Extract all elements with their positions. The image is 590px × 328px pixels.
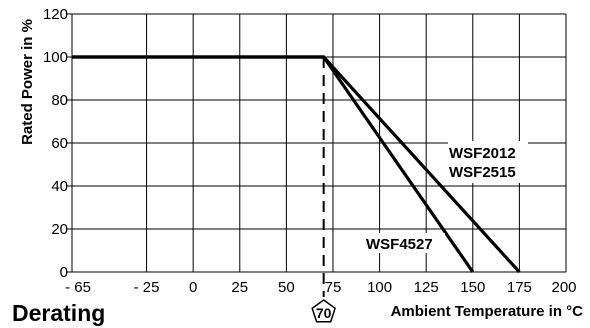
series-label: WSF2515 — [449, 164, 516, 181]
marker-label: 70 — [316, 305, 332, 321]
x-tick-label: 150 — [460, 279, 485, 296]
tick-labels: 0 20 40 60 80 100 120 - 65 - 25 0 25 50 75 100 125 150 1… — [43, 6, 577, 296]
y-tick-label: 20 — [51, 221, 68, 238]
chart-title: Derating — [12, 300, 105, 326]
x-axis-label: Ambient Temperature in °C — [391, 303, 584, 320]
y-tick-label: 0 — [60, 264, 68, 281]
x-tick-label: 0 — [189, 279, 197, 296]
series-label-background — [448, 141, 528, 183]
marker-pentagon — [311, 299, 336, 323]
y-tick-label: 40 — [51, 178, 68, 195]
series-labels: WSF2012 WSF2515 WSF4527 — [365, 141, 528, 253]
y-tick-label: 80 — [51, 92, 68, 109]
temperature-marker: 70 — [311, 57, 336, 323]
x-tick-label: - 25 — [134, 279, 160, 296]
series-label-background — [365, 233, 445, 253]
y-tick-label: 120 — [43, 6, 68, 23]
x-tick-label: 100 — [367, 279, 392, 296]
y-tick-label: 60 — [51, 135, 68, 152]
y-tick-label: 100 — [43, 49, 68, 66]
x-tick-label: 25 — [231, 279, 248, 296]
x-tick-label: 125 — [414, 279, 439, 296]
series-label: WSF4527 — [366, 236, 433, 253]
x-tick-label: 50 — [278, 279, 295, 296]
x-tick-label: 75 — [325, 279, 342, 296]
x-tick-label: 175 — [507, 279, 532, 296]
series-label: WSF2012 — [449, 145, 516, 162]
x-tick-label: 200 — [551, 279, 576, 296]
y-axis-label: Rated Power in % — [19, 19, 36, 145]
x-tick-label: - 65 — [65, 279, 91, 296]
